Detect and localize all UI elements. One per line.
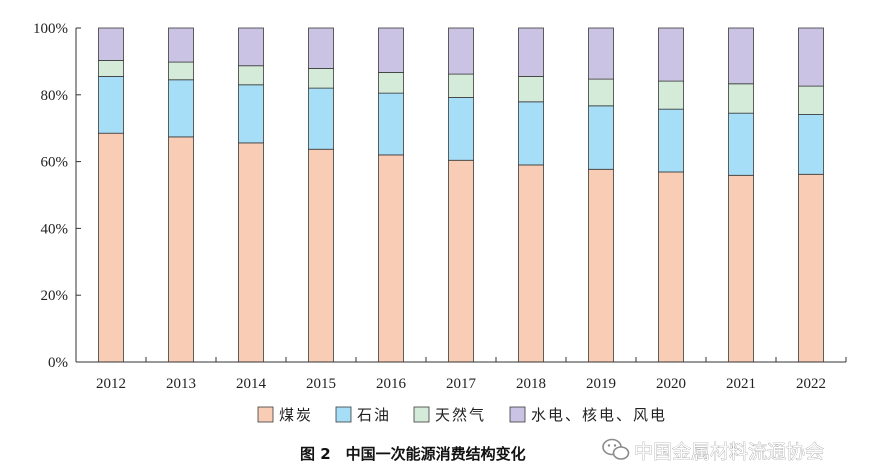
x-tick-label: 2014 bbox=[236, 376, 267, 392]
bar-segment-series-3 bbox=[518, 76, 544, 103]
x-tick-label: 2021 bbox=[726, 376, 756, 392]
y-tick-label: 60% bbox=[41, 155, 69, 171]
y-tick-label: 20% bbox=[41, 288, 69, 304]
y-tick-label: 100% bbox=[33, 21, 68, 37]
bar-segment-series-2 bbox=[378, 92, 404, 156]
x-axis-ticks: 2012 2013 2014 2015 2016 2017 2018 2019 2020 2021… bbox=[75, 357, 847, 392]
bar-segment-series-2 bbox=[308, 87, 334, 150]
bar-segment-series-1 bbox=[308, 148, 334, 363]
legend-swatch bbox=[509, 406, 526, 423]
bar-segment-series-3 bbox=[448, 73, 474, 98]
bar-segment-series-2 bbox=[588, 105, 614, 170]
x-tick-label: 2012 bbox=[96, 376, 126, 392]
legend-label: 天然气 bbox=[435, 406, 486, 424]
bar-segment-series-1 bbox=[378, 154, 404, 363]
x-tick-label: 2017 bbox=[446, 376, 477, 392]
y-axis-ticks: 0% 20% 40% 60% 80% 100% bbox=[33, 21, 81, 371]
legend-label: 石油 bbox=[357, 406, 391, 424]
bar-segment-series-3 bbox=[308, 68, 334, 89]
bar-segment-series-1 bbox=[658, 171, 684, 363]
bar-segment-series-3 bbox=[168, 61, 194, 81]
bar-segment-series-2 bbox=[98, 76, 124, 134]
bar-segment-series-1 bbox=[518, 164, 544, 363]
bar-segment-series-4 bbox=[448, 27, 474, 75]
bar-segment-series-4 bbox=[378, 27, 404, 73]
bar-segment-series-1 bbox=[448, 159, 474, 363]
bar-segment-series-4 bbox=[658, 27, 684, 82]
legend-swatch bbox=[335, 406, 352, 423]
bar-segment-series-4 bbox=[728, 27, 754, 85]
x-tick-label: 2019 bbox=[586, 376, 616, 392]
x-tick-label: 2022 bbox=[796, 376, 826, 392]
figure-caption: 图 2 中国一次能源消费结构变化 bbox=[300, 445, 526, 463]
bar-segment-series-2 bbox=[518, 101, 544, 166]
bar-segment-series-3 bbox=[98, 59, 124, 77]
bar-segment-series-4 bbox=[308, 27, 334, 69]
x-tick-label: 2016 bbox=[376, 376, 407, 392]
legend-swatch bbox=[257, 406, 274, 423]
y-tick-label: 40% bbox=[41, 221, 69, 237]
bar-segment-series-2 bbox=[798, 114, 824, 175]
x-tick-label: 2020 bbox=[656, 376, 686, 392]
bar-segment-series-3 bbox=[728, 83, 754, 114]
watermark: 中国金属材料流通协会 bbox=[602, 438, 824, 463]
x-tick-label: 2018 bbox=[516, 376, 546, 392]
bar-segment-series-4 bbox=[98, 27, 124, 61]
bar-segment-series-4 bbox=[588, 27, 614, 80]
bar-segment-series-2 bbox=[728, 112, 754, 176]
bar-segment-series-1 bbox=[728, 174, 754, 363]
bar-segment-series-4 bbox=[168, 27, 194, 63]
x-tick-label: 2013 bbox=[166, 376, 196, 392]
bar-segment-series-4 bbox=[518, 27, 544, 77]
bar-segment-series-3 bbox=[588, 78, 614, 107]
bar-segment-series-3 bbox=[658, 80, 684, 110]
bar-segment-series-4 bbox=[798, 27, 824, 87]
bar-segment-series-3 bbox=[378, 72, 404, 94]
legend-label: 水电、核电、风电 bbox=[531, 406, 667, 424]
bar-segment-series-2 bbox=[168, 79, 194, 138]
bar-segment-series-1 bbox=[98, 132, 124, 363]
bars-group bbox=[98, 27, 824, 363]
watermark-text: 中国金属材料流通协会 bbox=[634, 441, 824, 463]
bar-segment-series-2 bbox=[238, 84, 264, 144]
bar-segment-series-1 bbox=[588, 168, 614, 363]
wechat-icon bbox=[602, 438, 630, 460]
legend-swatch bbox=[413, 406, 430, 423]
y-tick-label: 0% bbox=[48, 355, 68, 371]
legend: 煤炭 石油 天然气 水电、核电、风电 bbox=[257, 406, 667, 424]
bar-segment-series-3 bbox=[238, 65, 264, 86]
legend-label: 煤炭 bbox=[279, 406, 313, 424]
bar-segment-series-2 bbox=[448, 97, 474, 161]
bar-segment-series-4 bbox=[238, 27, 264, 67]
y-tick-label: 80% bbox=[41, 88, 69, 104]
bar-segment-series-1 bbox=[238, 142, 264, 363]
bar-segment-series-2 bbox=[658, 108, 684, 173]
x-tick-label: 2015 bbox=[306, 376, 336, 392]
bar-segment-series-1 bbox=[798, 173, 824, 363]
bar-segment-series-3 bbox=[798, 85, 824, 115]
bar-segment-series-1 bbox=[168, 136, 194, 363]
